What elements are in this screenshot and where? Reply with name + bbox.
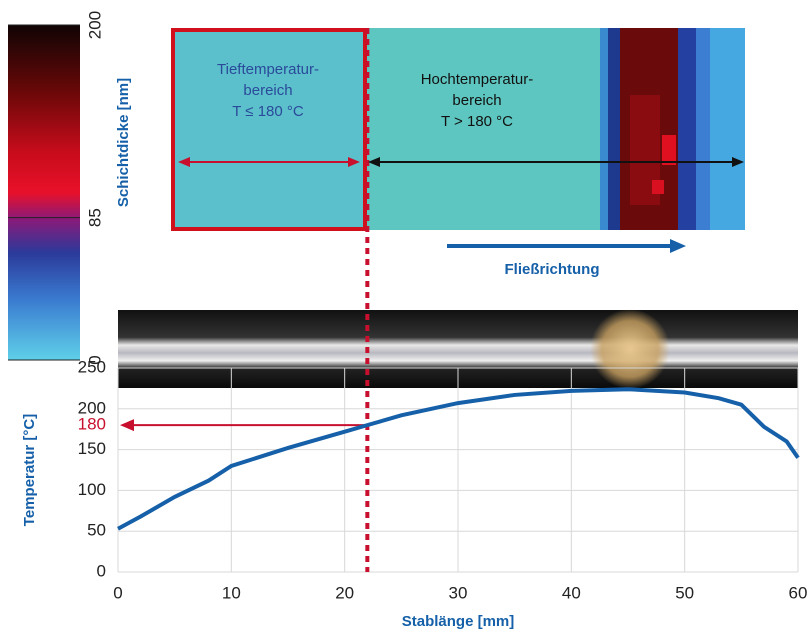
x-tick-label: 10: [222, 583, 241, 602]
y-axis-title: Temperatur [°C]: [21, 414, 38, 526]
colorbar-tick-label: 0: [85, 355, 104, 364]
low-temp-label: bereich: [243, 82, 292, 99]
y-tick-label: 150: [78, 439, 106, 458]
x-tick-label: 60: [789, 583, 808, 602]
y-tick-label: 100: [78, 480, 106, 499]
colorbar: [8, 25, 80, 360]
x-tick-label: 0: [113, 583, 122, 602]
x-tick-label: 40: [562, 583, 581, 602]
x-tick-label: 50: [675, 583, 694, 602]
high-temp-label: Hochtemperatur-: [421, 71, 534, 88]
highlight-label: 180: [78, 415, 106, 434]
high-temp-label: T > 180 °C: [441, 113, 513, 130]
colorbar-title: Schichtdicke [nm]: [115, 78, 132, 207]
temperature-line: [117, 387, 800, 531]
high-temp-label: bereich: [452, 92, 501, 109]
y-tick-label: 250: [78, 357, 106, 376]
low-temp-label: Tieftemperatur-: [217, 61, 319, 78]
arrow-head: [120, 419, 134, 432]
x-tick-label: 30: [449, 583, 468, 602]
x-tick-label: 20: [335, 583, 354, 602]
colorbar-tick-label: 200: [85, 11, 104, 39]
colorbar-tick-label: 85: [85, 208, 104, 227]
low-temp-label: T ≤ 180 °C: [232, 103, 304, 120]
flow-label: Fließrichtung: [505, 261, 600, 278]
arrow-head: [670, 239, 686, 253]
y-tick-label: 50: [87, 521, 106, 540]
y-tick-label: 200: [78, 398, 106, 417]
x-axis-title: Stablänge [mm]: [402, 613, 515, 630]
y-tick-label: 0: [97, 561, 106, 580]
heatmap: [171, 28, 745, 231]
